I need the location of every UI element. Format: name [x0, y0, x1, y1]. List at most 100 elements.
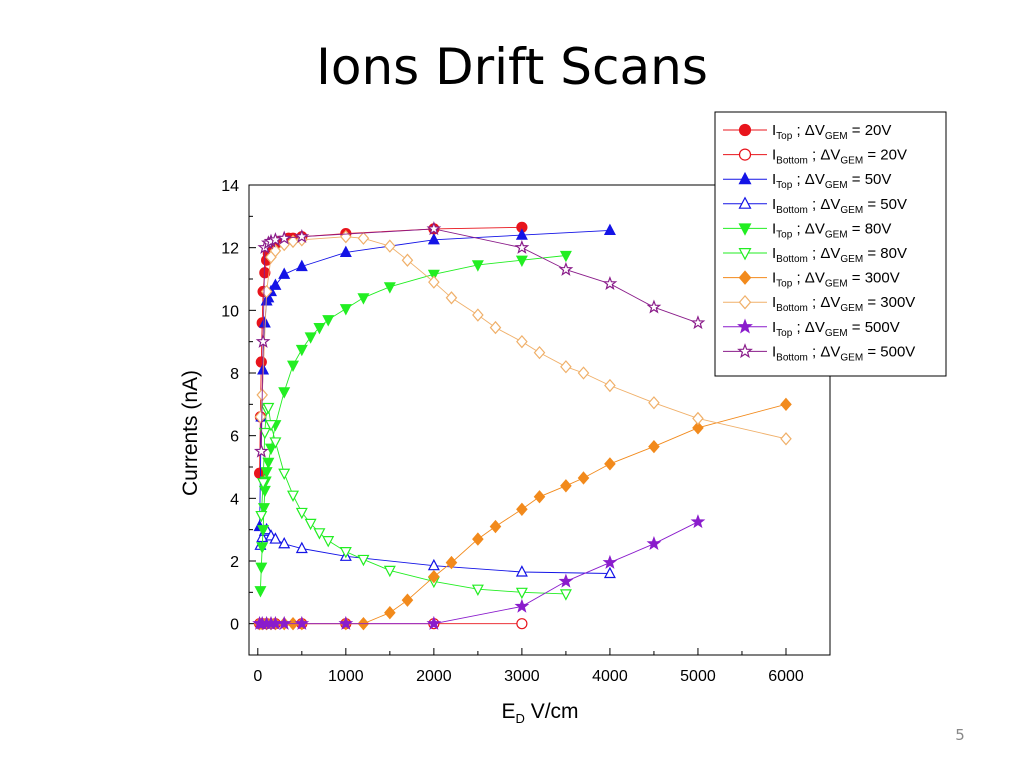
data-point	[278, 387, 291, 399]
data-point	[295, 259, 308, 272]
data-point	[603, 223, 616, 236]
data-point	[384, 606, 396, 620]
legend-label-part: Top	[776, 131, 793, 142]
data-point	[780, 397, 792, 411]
data-point	[295, 507, 308, 520]
data-point	[313, 322, 326, 335]
data-point	[255, 356, 267, 368]
series-0	[253, 221, 528, 479]
data-point	[258, 427, 271, 440]
x-axis-label-sub: D	[515, 711, 524, 726]
data-point	[690, 315, 706, 330]
data-point	[559, 589, 572, 601]
data-point	[602, 554, 618, 569]
data-point	[304, 518, 317, 531]
legend-label-part: = 50V	[848, 171, 892, 188]
data-point	[255, 562, 268, 575]
legend-label: ITop ; ΔVGEM = 80V	[772, 220, 891, 240]
data-point	[472, 532, 484, 546]
y-tick-label: 14	[221, 178, 239, 195]
y-tick-label: 8	[230, 366, 239, 383]
legend-marker	[738, 123, 752, 137]
data-point	[254, 410, 267, 424]
legend-label-part: ; ΔV	[792, 122, 825, 139]
x-tick-label: 2000	[416, 668, 452, 685]
legend-label-part: GEM	[840, 352, 863, 363]
data-point	[603, 566, 616, 579]
legend-label-part: ; ΔV	[808, 196, 841, 213]
legend-label-part: GEM	[840, 303, 863, 314]
x-axis-label: ED V/cm	[501, 700, 578, 726]
data-point	[322, 536, 335, 548]
legend-label-part: GEM	[825, 328, 848, 339]
legend-marker	[738, 196, 752, 209]
data-point	[253, 443, 269, 458]
legend-label-part: GEM	[840, 156, 863, 167]
series-line	[260, 406, 566, 595]
data-point	[646, 536, 662, 551]
data-point	[514, 239, 530, 254]
legend-label-part: I	[772, 343, 776, 360]
data-point	[690, 514, 706, 529]
data-point	[427, 269, 440, 282]
legend-label-part: ; ΔV	[792, 319, 825, 336]
x-tick-label: 6000	[768, 668, 804, 685]
data-point	[692, 411, 704, 426]
legend-label-part: GEM	[825, 229, 848, 240]
legend-label: IBottom ; ΔVGEM = 50V	[772, 196, 907, 216]
data-point	[295, 344, 308, 357]
data-point	[262, 457, 275, 470]
legend-label-part: I	[772, 270, 776, 287]
data-point	[560, 479, 572, 493]
data-point	[276, 230, 292, 245]
data-point	[471, 584, 484, 596]
legend-marker	[738, 148, 752, 161]
legend-label-part: = 50V	[863, 196, 907, 213]
legend-label-part: = 500V	[863, 343, 915, 360]
data-point	[445, 555, 458, 570]
data-point	[577, 366, 590, 380]
legend-label-part: I	[772, 220, 776, 237]
data-point	[383, 282, 396, 294]
legend-label-part: I	[772, 171, 776, 188]
series-8	[252, 514, 706, 630]
data-point	[278, 267, 291, 279]
series-layer	[252, 221, 792, 631]
y-tick-label: 6	[230, 429, 239, 446]
series-9	[253, 221, 706, 458]
legend-label-part: = 300V	[863, 294, 915, 311]
legend-label-part: GEM	[825, 279, 848, 290]
y-tick-label: 12	[221, 241, 239, 258]
data-point	[428, 570, 440, 584]
legend-marker	[738, 248, 752, 261]
data-point	[426, 615, 442, 630]
legend-marker	[738, 270, 752, 285]
data-point	[269, 437, 282, 449]
legend-label-part: ; ΔV	[792, 220, 825, 237]
legend-label: ITop ; ΔVGEM = 20V	[772, 122, 891, 142]
data-point	[560, 360, 572, 374]
legend-label: IBottom ; ΔVGEM = 500V	[772, 343, 915, 363]
legend-marker	[738, 294, 752, 310]
legend-label-part: = 500V	[848, 319, 900, 336]
data-point	[533, 490, 546, 504]
y-tick-label: 10	[221, 303, 239, 320]
data-point	[339, 245, 352, 257]
data-point	[604, 378, 616, 393]
data-point	[515, 255, 528, 267]
legend-marker	[737, 318, 753, 334]
data-point	[260, 467, 273, 479]
data-point	[255, 333, 271, 348]
legend-label-part: I	[772, 245, 776, 262]
legend-label-part: I	[772, 294, 776, 311]
legend-frame	[714, 111, 947, 377]
legend-label-part: = 80V	[848, 220, 892, 237]
data-point	[256, 542, 269, 554]
legend-label-part: Top	[776, 279, 793, 290]
data-point	[313, 528, 326, 540]
data-point	[646, 299, 662, 314]
legend-label-part: = 20V	[863, 147, 907, 164]
y-tick-label: 0	[230, 617, 239, 634]
legend-label-part: ; ΔV	[808, 245, 841, 262]
data-point	[287, 490, 300, 502]
